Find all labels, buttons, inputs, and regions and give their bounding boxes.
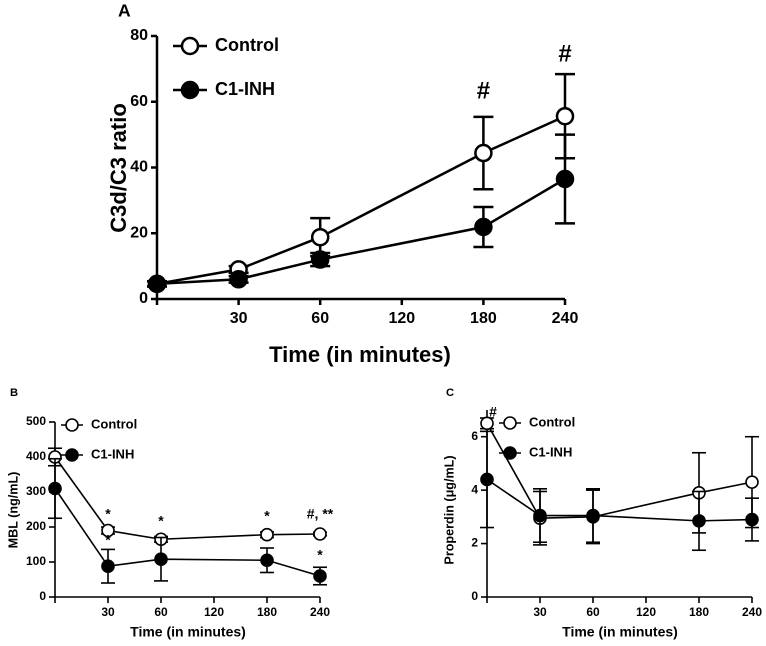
legend-label: Control [529,414,575,429]
x-tick-label: 240 [742,605,762,619]
x-tick-label: 60 [311,310,329,327]
data-point [154,552,168,567]
panel-label: C [446,387,454,399]
data-point [533,508,547,523]
series-line [156,115,566,286]
legend-label: C1-INH [215,79,275,99]
y-tick-label: 2 [471,536,478,550]
data-point [480,416,494,431]
legend-label: Control [91,416,137,431]
x-axis-title: Time (in minutes) [130,624,246,640]
legend-marker [65,448,79,462]
legend-marker [180,36,200,56]
data-point [555,106,575,126]
y-tick-label: 80 [130,27,148,44]
series-line [486,422,753,520]
y-tick-label: 300 [26,484,46,498]
y-tick-label: 6 [471,429,478,443]
data-point [313,569,327,583]
data-point [555,169,575,189]
y-tick-label: 400 [26,449,46,463]
series-line [486,478,753,522]
data-point [260,527,274,542]
legend-marker [65,418,79,432]
y-axis-title: MBL (ng/mL) [6,472,20,549]
annotation: # [558,40,571,67]
y-axis-title: C3d/C3 ratio [106,103,131,233]
y-tick-label: 40 [130,159,148,176]
legend-label: Control [215,35,279,55]
data-point [260,553,274,568]
data-point [310,227,330,247]
x-tick-label: 240 [552,310,579,327]
legend-marker [503,416,517,430]
y-tick-label: 500 [26,414,46,428]
data-point [147,274,167,294]
y-axis-title: Properdin (μg/mL) [442,455,456,564]
x-axis-title: Time (in minutes) [562,624,678,640]
x-tick-label: 120 [204,605,224,619]
annotation: * [317,547,323,563]
panel-label: B [10,387,18,399]
annotation: * [105,532,111,548]
data-point [48,481,62,496]
data-point [101,559,115,574]
annotation: * [158,513,164,529]
legend-label: C1-INH [91,446,134,461]
annotation: # [489,404,497,420]
data-point [474,143,493,163]
y-tick-label: 60 [130,93,148,110]
data-point [101,523,115,538]
x-tick-label: 180 [257,605,277,619]
data-point [310,250,330,269]
x-tick-label: 60 [586,605,600,619]
x-tick-label: 30 [230,310,248,327]
series-line [156,177,566,286]
x-tick-label: 120 [388,310,415,327]
y-tick-label: 100 [26,554,46,568]
data-point [229,270,248,289]
x-tick-label: 60 [154,605,168,619]
annotation: # [477,77,490,104]
legend-label: C1-INH [529,444,572,459]
data-point [313,527,327,541]
data-point [692,514,706,528]
x-tick-label: 120 [636,605,656,619]
x-tick-label: 30 [533,605,547,619]
x-tick-label: 180 [470,310,497,327]
legend-marker [503,446,517,460]
x-tick-label: 180 [689,605,709,619]
y-tick-label: 20 [130,224,148,241]
data-point [745,512,759,527]
y-tick-label: 4 [471,482,478,496]
data-point [586,508,600,523]
x-axis-title: Time (in minutes) [269,342,451,367]
panel-label: A [118,1,131,21]
data-point [745,475,759,489]
y-tick-label: 0 [471,589,478,603]
series-line [54,488,321,577]
x-tick-label: 30 [101,605,115,619]
data-point [474,217,493,237]
y-tick-label: 200 [26,519,46,533]
legend-marker [180,80,200,100]
data-point [480,472,494,487]
annotation: * [264,508,270,524]
annotation: #, ** [307,506,334,522]
annotation: * [105,506,111,522]
series-line [54,456,321,541]
x-tick-label: 240 [310,605,330,619]
y-tick-label: 0 [139,290,148,307]
y-tick-label: 0 [39,589,46,603]
